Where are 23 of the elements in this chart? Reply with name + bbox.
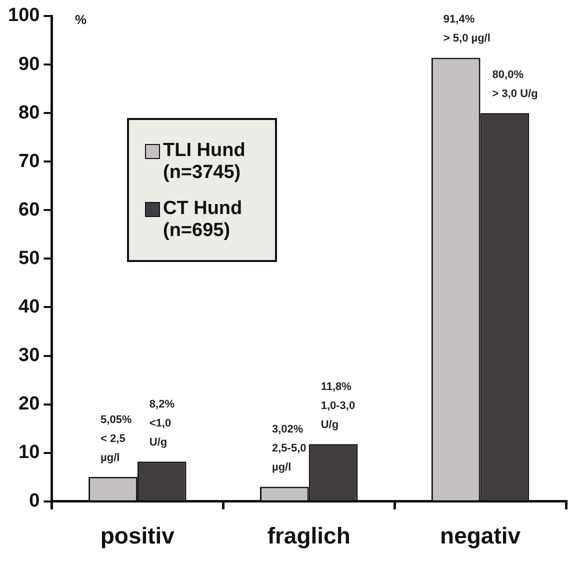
y-tick-label: 40: [18, 296, 40, 318]
data-label: 11,8% 1,0-3,0 U/g: [320, 381, 356, 432]
y-tick-label: 90: [18, 54, 40, 75]
data-label: 3,02% 2,5-5,0 µg/l: [272, 424, 306, 474]
x-tick-label: negativ: [440, 522, 521, 549]
data-label: 91,4% > 5,0 µg/l: [443, 14, 490, 45]
x-tick-label: positiv: [100, 522, 175, 549]
y-tick-label: 70: [18, 150, 40, 172]
y-tick-label: 100: [8, 5, 40, 26]
x-tick-label: fraglich: [267, 522, 350, 549]
data-label: 8,2% <1,0 U/g: [149, 398, 175, 449]
y-axis-title: %: [75, 12, 87, 27]
y-tick-label: 30: [18, 345, 40, 366]
y-tick-label: 60: [18, 199, 40, 220]
data-label: 80,0% > 3,0 U/g: [492, 69, 538, 100]
y-tick-label: 0: [29, 490, 40, 512]
legend-label: CT Hund (n=695): [163, 198, 244, 242]
y-tick-label: 50: [18, 248, 40, 269]
y-tick-label: 80: [18, 102, 40, 124]
y-tick-label: 10: [18, 442, 40, 464]
data-label: 5,05% < 2,5 µg/l: [100, 414, 132, 464]
y-tick-label: 20: [18, 394, 40, 415]
legend-label: TLI Hund (n=3745): [163, 140, 246, 184]
